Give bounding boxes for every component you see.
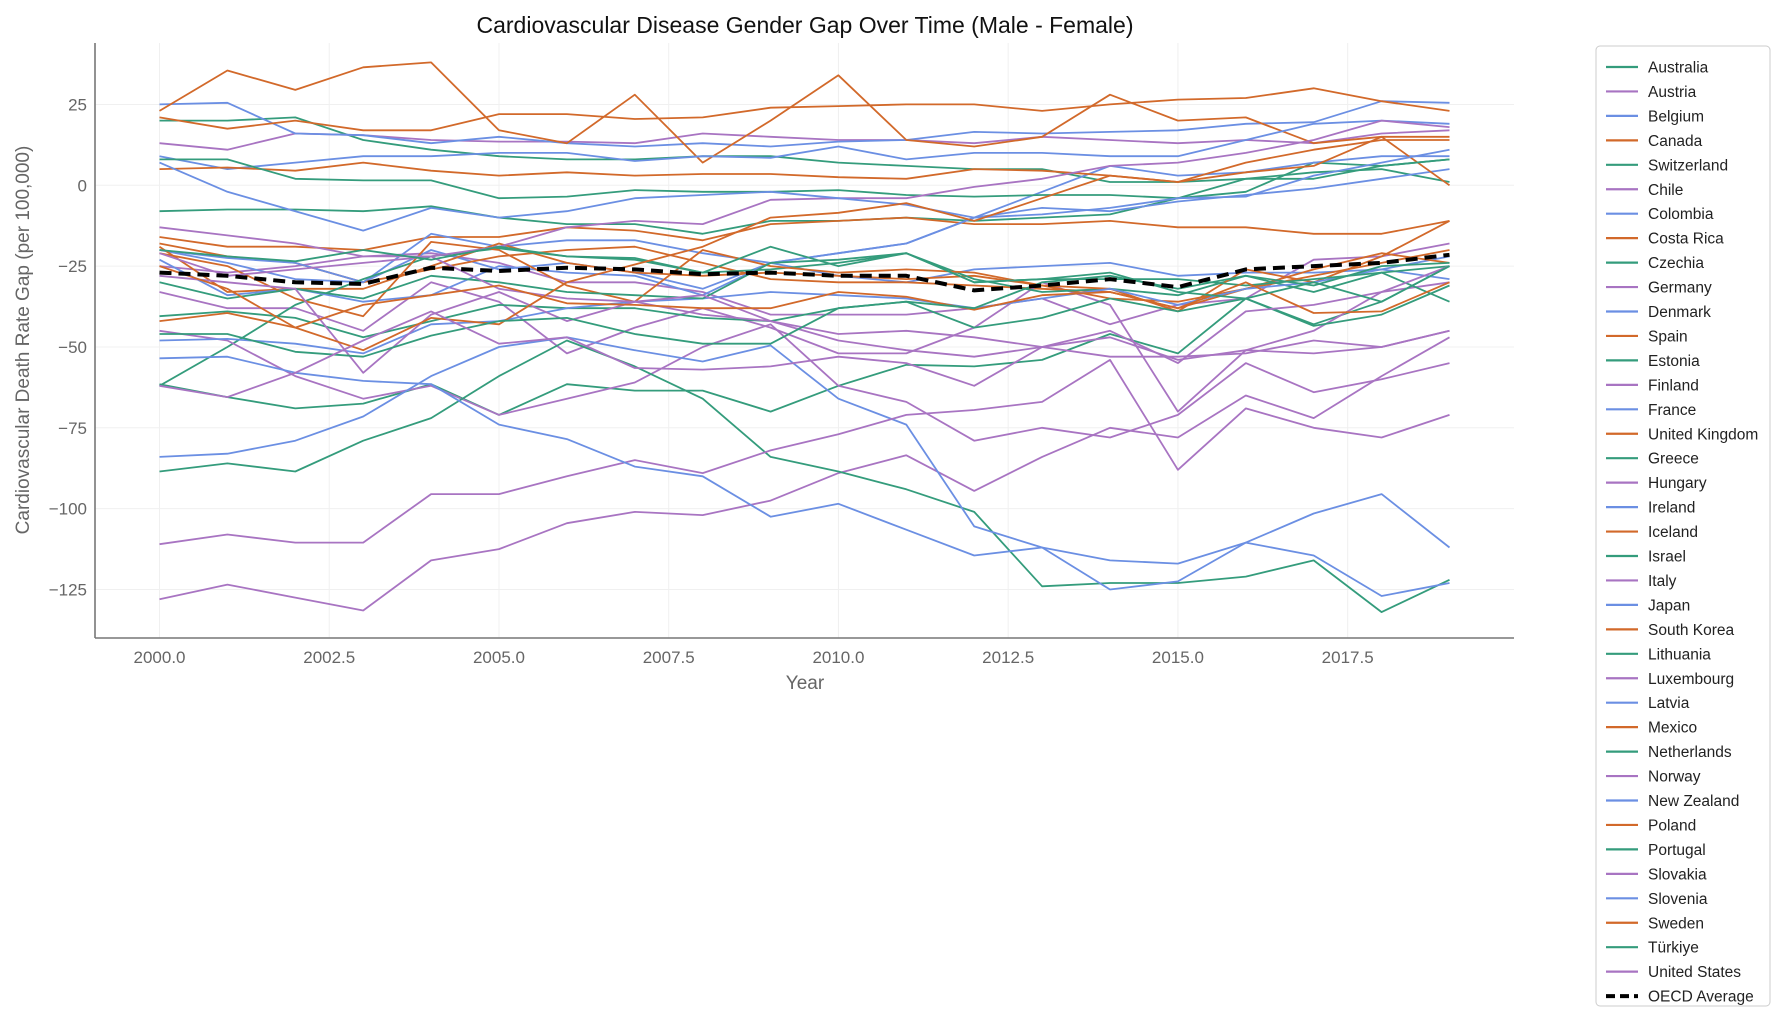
series-line-mexico [159, 139, 1450, 183]
series-line-slovenia [159, 355, 1450, 597]
legend-label-canada: Canada [1648, 133, 1703, 150]
x-tick-label: 2015.0 [1152, 648, 1204, 667]
y-tick-labels: 25 0 −25 −50 −75 −100 −125 [49, 95, 87, 599]
series-line-portugal [159, 245, 1450, 303]
legend-label-japan: Japan [1648, 597, 1690, 614]
series-line-switzerland [159, 116, 1450, 183]
legend-label-france: France [1648, 402, 1696, 419]
series-line-new-zealand [159, 148, 1450, 232]
legend-label-spain: Spain [1648, 328, 1688, 345]
legend-label-ireland: Ireland [1648, 500, 1695, 517]
legend-label-chile: Chile [1648, 182, 1683, 199]
legend-label-greece: Greece [1648, 451, 1699, 468]
y-tick-label: −75 [58, 419, 87, 438]
series-line-germany [159, 281, 1450, 413]
x-tick-labels: 2000.0 2002.5 2005.0 2007.5 2010.0 2012.5 2015… [134, 648, 1374, 667]
legend-label-norway: Norway [1648, 769, 1701, 786]
y-tick-label: −25 [58, 257, 87, 276]
x-tick-label: 2017.5 [1322, 648, 1374, 667]
legend-label-new-zealand: New Zealand [1648, 793, 1739, 810]
series-line-colombia [159, 100, 1450, 148]
series-line-costa-rica [159, 216, 1450, 251]
y-tick-label: 25 [68, 95, 87, 114]
series-line-poland [159, 281, 1450, 329]
x-tick-label: 2010.0 [812, 648, 864, 667]
legend-label-poland: Poland [1648, 817, 1696, 834]
legend-label-united-kingdom: United Kingdom [1648, 426, 1758, 443]
series-line-australia [159, 158, 1450, 235]
series-line-lithuania [159, 339, 1450, 613]
legend-label-slovakia: Slovakia [1648, 866, 1707, 883]
legend-label-portugal: Portugal [1648, 842, 1706, 859]
x-tick-label: 2005.0 [473, 648, 525, 667]
legend-label-latvia: Latvia [1648, 695, 1690, 712]
series-line-greece [159, 284, 1450, 339]
legend-label-czechia: Czechia [1648, 255, 1704, 272]
legend-label-colombia: Colombia [1648, 206, 1714, 223]
legend-label-austria: Austria [1648, 84, 1697, 101]
legend-label-oecd-average: OECD Average [1648, 989, 1754, 1006]
legend-label-germany: Germany [1648, 280, 1712, 297]
series-line-sweden [159, 135, 1450, 352]
series-line-oecd-average [159, 252, 1450, 293]
series-line-italy [159, 265, 1450, 374]
y-tick-label: −125 [49, 580, 87, 599]
legend-label-switzerland: Switzerland [1648, 157, 1728, 174]
legend-label-sweden: Sweden [1648, 915, 1704, 932]
series-line-israel [159, 252, 1450, 300]
series-line-japan [159, 119, 1450, 171]
series-lines [159, 61, 1451, 613]
legend: Australia Austria Belgium Canada Switzerland… [1595, 45, 1771, 1007]
legend-label-costa-rica: Costa Rica [1648, 231, 1724, 248]
series-line-netherlands [159, 158, 1450, 200]
legend-label-denmark: Denmark [1648, 304, 1711, 321]
series-line-hungary [159, 336, 1450, 612]
series-line-slovakia [159, 358, 1450, 546]
y-tick-label: −50 [58, 338, 87, 357]
y-tick-label: −100 [49, 500, 87, 519]
legend-label-italy: Italy [1648, 573, 1677, 590]
series-line-latvia [159, 336, 1451, 565]
x-tick-label: 2002.5 [303, 648, 355, 667]
series-line-czechia [159, 265, 1450, 416]
x-axis-label: Year [786, 673, 825, 694]
legend-label-luxembourg: Luxembourg [1648, 671, 1734, 688]
legend-frame [1595, 45, 1771, 1007]
x-tick-label: 2012.5 [982, 648, 1034, 667]
series-line-norway [159, 119, 1450, 258]
legend-label-mexico: Mexico [1648, 720, 1697, 737]
series-line-united-states [159, 310, 1450, 399]
series-line-t-rkiye [159, 262, 1450, 358]
legend-label-netherlands: Netherlands [1648, 744, 1732, 761]
series-line-estonia [159, 247, 1450, 387]
legend-label-israel: Israel [1648, 549, 1686, 566]
legend-label-iceland: Iceland [1648, 524, 1698, 541]
series-line-iceland [159, 61, 1451, 187]
legend-label-south-korea: South Korea [1648, 622, 1735, 639]
series-line-luxembourg [159, 252, 1450, 361]
legend-label-belgium: Belgium [1648, 108, 1704, 125]
legend-label-estonia: Estonia [1648, 353, 1700, 370]
chart-title: Cardiovascular Disease Gender Gap Over T… [476, 12, 1133, 38]
series-line-chile [159, 129, 1450, 151]
legend-label-lithuania: Lithuania [1648, 646, 1711, 663]
legend-label-hungary: Hungary [1648, 475, 1707, 492]
series-line-ireland [159, 268, 1450, 355]
x-tick-label: 2007.5 [643, 648, 695, 667]
y-axis-label: Cardiovascular Death Rate Gap (per 100,0… [13, 146, 34, 535]
x-tick-label: 2000.0 [134, 648, 186, 667]
series-line-south-korea [159, 87, 1450, 132]
legend-label-slovenia: Slovenia [1648, 891, 1708, 908]
legend-label-finland: Finland [1648, 377, 1699, 394]
legend-label-united-states: United States [1648, 964, 1741, 981]
y-tick-label: 0 [78, 176, 87, 195]
legend-label-t-rkiye: Türkiye [1648, 940, 1699, 957]
legend-label-australia: Australia [1648, 60, 1709, 77]
series-line-finland [159, 323, 1450, 442]
